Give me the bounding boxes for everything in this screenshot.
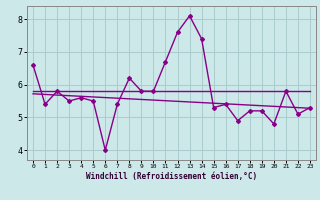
X-axis label: Windchill (Refroidissement éolien,°C): Windchill (Refroidissement éolien,°C) <box>86 172 257 181</box>
